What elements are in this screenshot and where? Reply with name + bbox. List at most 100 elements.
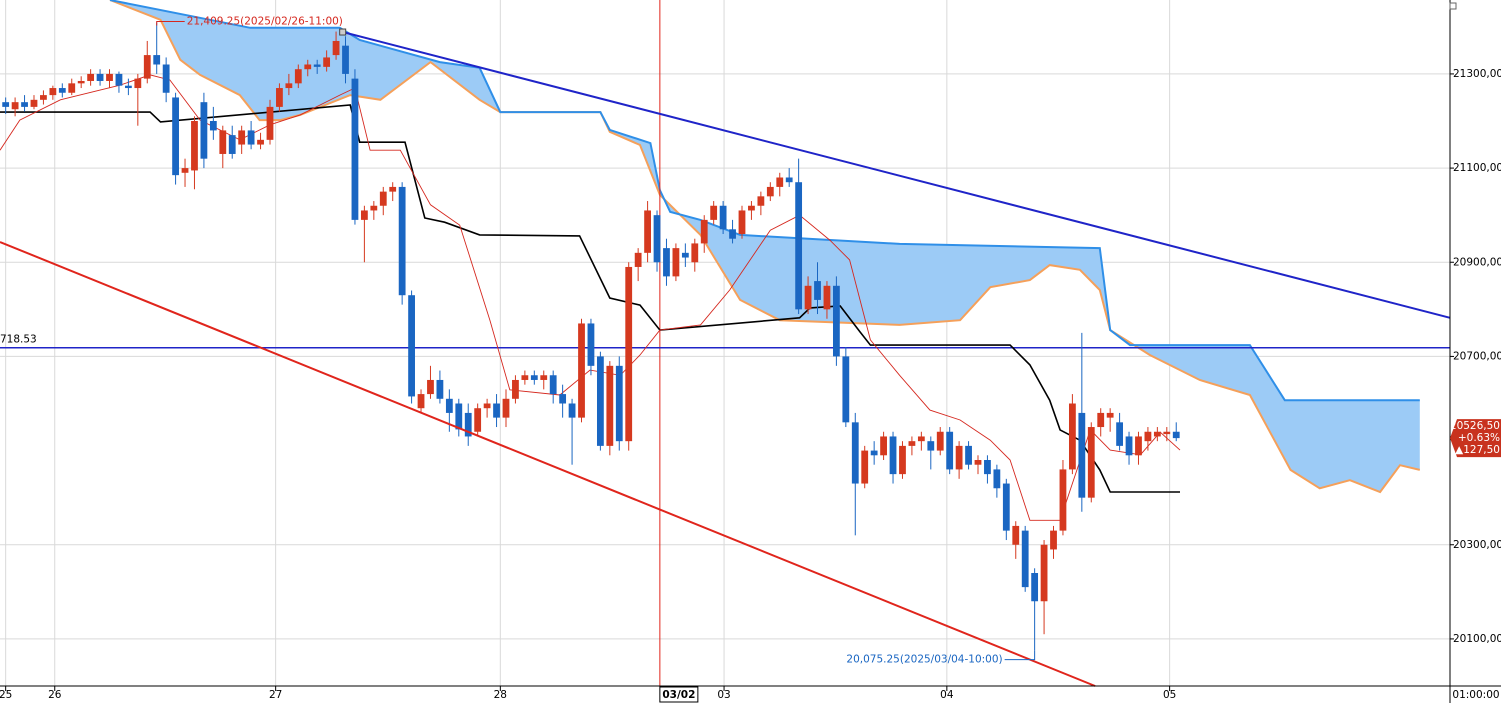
candle-body [1012,525,1020,545]
y-tick-label: 20900,00 [1453,256,1501,268]
candle-body [946,431,954,470]
candle-body [880,436,887,456]
candle-body [398,186,406,296]
crosshair-label-box [659,686,699,703]
trend-anchor [339,28,347,36]
candle-body [776,177,784,187]
candle-body [606,365,614,446]
candle-body [219,130,227,154]
candle-body [1040,544,1048,602]
candle-body [294,69,302,84]
candle-body [200,102,208,159]
candle-body [870,450,878,456]
indicator-line [0,104,1180,493]
candle-body [899,445,906,475]
candle-body [804,285,812,310]
candle-body [134,78,142,89]
annotation-arrow [1004,650,1036,661]
x-tick-label: 05 [1163,689,1176,701]
candle-body [228,135,236,154]
candle-body [21,102,28,107]
x-tick-label: 03 [717,689,730,701]
candle-body [360,210,368,220]
candle-body [68,83,76,93]
candle-body [1172,431,1180,439]
candle-body [115,73,123,86]
candle-body [663,248,670,277]
plot-area: 718.53 21,409.25(2025/02/26-11:00) 20,075.… [0,0,1451,687]
candle-body [700,219,708,244]
candle-body [285,83,293,89]
candle-body [1031,573,1039,602]
candle-body [313,64,321,67]
candle-body [1068,403,1076,470]
candle-body [540,375,548,380]
candle-body [106,73,113,81]
candle-body [1163,431,1171,435]
candle-body [58,88,66,93]
candle-body [247,130,255,145]
candle-body [936,431,944,451]
candle-body [757,196,765,206]
x-tick-label: 28 [494,689,507,701]
y-tick-label: 21300,00 [1453,68,1501,80]
candle-body [445,398,453,413]
candle-body [389,186,397,192]
candle-body [143,55,151,79]
candle-body [748,205,755,211]
candle-body [417,394,425,409]
candle-body [766,186,774,197]
candle-body [1059,469,1067,531]
candle-body [1153,431,1161,437]
candle-body [257,139,264,145]
last-price-delta: ▲127,50 [1455,444,1500,456]
candle-body [483,403,491,409]
candle-body [625,266,633,442]
corner-marker [1449,2,1457,10]
candle-body [1002,483,1010,531]
candle-body [11,102,19,110]
candle-body [729,229,736,239]
candle-body [1021,530,1029,588]
y-tick-label: 21100,00 [1453,162,1501,174]
x-tick-label: 26 [48,689,62,701]
candle-body [1087,427,1095,498]
candle-body [851,422,859,484]
crosshair-label: 03/02 [662,689,695,701]
candle-body [276,88,283,107]
candle-body [1116,422,1123,446]
annotation-arrow [156,20,185,26]
time-label-box [1451,687,1501,702]
candle-body [40,95,47,100]
candle-body [965,445,972,465]
candle-body [681,252,689,258]
candle-body [474,408,482,432]
y-tick-label: 20100,00 [1453,633,1501,645]
candle-body [672,248,680,277]
candle-body [427,379,434,395]
candle-body [955,445,963,470]
candle-body [436,379,444,399]
candle-body [379,191,387,206]
candle-body [30,99,38,107]
x-tick-label: 25 [0,689,12,701]
y-tick-label: 20300,00 [1453,539,1501,551]
x-tick-label: 27 [269,689,282,701]
candle-body [710,205,718,220]
candle-body [1144,431,1152,442]
candle-body [342,45,349,74]
axes: 20100,00 20300,00 20700,00 20900,00 21100,00… [0,68,1501,703]
last-price-label: 20526,50 [1450,420,1500,432]
candle-body [974,460,982,465]
cloud-fill [110,0,1420,492]
candle-body [181,168,189,173]
candle-body [209,121,217,131]
candle-body [559,394,567,404]
candle-body [653,215,661,263]
candle-body [351,78,359,220]
candle-body [568,403,576,418]
candle-body [691,243,699,263]
time-label: 01:00:00 [1452,689,1499,701]
candle-body [615,365,623,442]
